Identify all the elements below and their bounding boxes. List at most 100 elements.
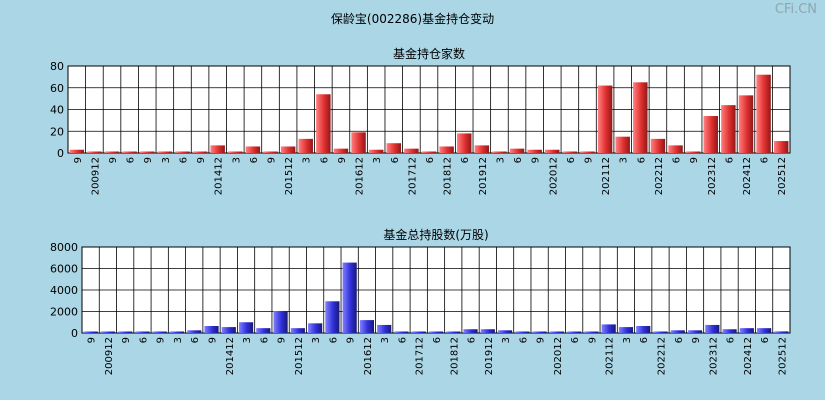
x-tick-label: 202512	[777, 337, 788, 375]
x-tick-label: 6	[760, 337, 771, 343]
bar	[386, 143, 402, 153]
x-tick-label: 200912	[104, 337, 115, 375]
bar	[83, 331, 98, 333]
x-tick-label: 3	[302, 157, 313, 163]
bar	[597, 85, 613, 153]
x-tick-label: 9	[531, 157, 542, 163]
bar	[290, 328, 305, 333]
bar	[549, 331, 564, 333]
x-tick-label: 9	[208, 337, 219, 343]
bar	[140, 151, 155, 153]
x-tick-label: 9	[583, 157, 594, 163]
x-tick-label: 3	[242, 337, 253, 343]
y-tick-label: 6000	[50, 263, 78, 276]
bar	[480, 329, 495, 333]
bar	[492, 151, 507, 153]
bar	[157, 151, 173, 153]
bar	[228, 151, 243, 153]
bar	[618, 327, 634, 333]
x-tick-label: 6	[672, 157, 683, 163]
x-tick-label: 6	[432, 337, 443, 343]
bar	[584, 331, 599, 333]
x-tick-label: 202012	[553, 337, 564, 375]
bar	[474, 145, 490, 153]
x-tick-label: 201412	[225, 337, 236, 375]
x-tick-label: 201712	[415, 337, 426, 375]
bar	[100, 331, 115, 333]
bar	[527, 149, 542, 153]
bar	[308, 323, 323, 333]
bar	[87, 151, 102, 153]
x-tick-label: 202412	[743, 337, 754, 375]
bar	[721, 105, 736, 153]
bar	[757, 328, 772, 333]
x-tick-label: 3	[619, 157, 630, 163]
x-tick-label: 201712	[407, 157, 418, 195]
bar	[69, 149, 85, 153]
x-tick-label: 6	[724, 157, 735, 163]
chart-title: 基金总持股数(万股)	[383, 227, 488, 242]
x-tick-label: 3	[173, 337, 184, 343]
bar	[298, 138, 313, 153]
x-tick-label: 202112	[605, 337, 616, 375]
bar	[509, 148, 525, 153]
x-tick-label: 6	[178, 157, 189, 163]
bar	[394, 331, 409, 333]
y-tick-label: 0	[57, 147, 64, 160]
x-tick-label: 6	[570, 337, 581, 343]
x-tick-label: 6	[328, 337, 339, 343]
bar	[738, 95, 754, 153]
bar	[325, 301, 340, 333]
x-tick-label: 6	[249, 157, 260, 163]
bar	[545, 149, 560, 153]
y-tick-label: 8000	[50, 241, 78, 254]
bar	[463, 329, 478, 333]
x-tick-label: 6	[636, 157, 647, 163]
x-tick-label: 9	[267, 157, 278, 163]
y-tick-label: 0	[71, 327, 78, 340]
bar	[245, 146, 261, 153]
x-tick-label: 3	[380, 337, 391, 343]
bar	[515, 331, 530, 333]
x-tick-label: 201412	[214, 157, 225, 195]
bar	[601, 324, 616, 333]
bar	[428, 331, 444, 333]
x-tick-label: 9	[346, 337, 357, 343]
bar	[187, 330, 202, 333]
x-tick-label: 3	[372, 157, 383, 163]
x-tick-label: 201512	[284, 157, 295, 195]
bar	[615, 136, 630, 153]
bar	[135, 331, 150, 333]
x-tick-label: 9	[73, 157, 84, 163]
bar	[636, 326, 651, 333]
x-tick-label: 9	[536, 337, 547, 343]
x-tick-label: 6	[390, 157, 401, 163]
bar	[421, 151, 437, 153]
bar	[774, 331, 789, 333]
bar	[532, 331, 547, 333]
x-tick-label: 201812	[449, 337, 460, 375]
x-tick-label: 6	[467, 337, 478, 343]
bar	[122, 151, 137, 153]
x-tick-label: 6	[726, 337, 737, 343]
x-tick-label: 9	[87, 337, 98, 343]
bar	[316, 94, 331, 153]
bar	[456, 133, 472, 153]
x-tick-label: 202412	[742, 157, 753, 195]
bar	[439, 146, 454, 153]
x-tick-label: 201912	[484, 337, 495, 375]
bar	[351, 132, 366, 153]
watermark-logo: CFi.CN	[774, 2, 817, 17]
x-tick-label: 9	[689, 157, 700, 163]
x-tick-label: 3	[161, 157, 172, 163]
x-tick-label: 6	[760, 157, 771, 163]
bar	[633, 82, 648, 153]
bar	[342, 262, 357, 333]
x-tick-label: 9	[156, 337, 167, 343]
x-tick-label: 201612	[355, 157, 366, 195]
page-title: 保龄宝(002286)基金持仓变动	[330, 12, 495, 26]
x-tick-label: 201512	[294, 337, 305, 375]
x-tick-label: 6	[138, 337, 149, 343]
bar	[280, 146, 296, 153]
bar	[169, 331, 185, 333]
